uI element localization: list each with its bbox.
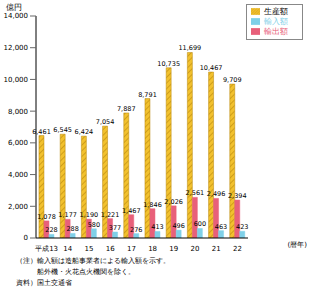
- html-text:資料）国土交通省: 資料）国土交通省: [16, 279, 72, 287]
- svg-text:22: 22: [233, 245, 242, 252]
- svg-text:4,000: 4,000: [8, 171, 28, 179]
- svg-text:19: 19: [169, 245, 178, 252]
- svg-text:20: 20: [191, 245, 200, 252]
- svg-text:6,000: 6,000: [8, 139, 28, 147]
- svg-text:21: 21: [212, 245, 221, 252]
- svg-text:276: 276: [130, 226, 142, 234]
- svg-text:10,735: 10,735: [157, 60, 180, 68]
- svg-text:1,190: 1,190: [80, 211, 99, 219]
- html-text:輸入額: 輸入額: [264, 17, 288, 26]
- svg-text:11,699: 11,699: [178, 44, 201, 52]
- svg-text:580: 580: [88, 221, 100, 229]
- svg-text:2,561: 2,561: [186, 189, 205, 197]
- svg-text:423: 423: [236, 223, 248, 231]
- html-text:億円: 億円: [6, 3, 22, 12]
- svg-text:17: 17: [127, 245, 136, 252]
- svg-text:2,496: 2,496: [207, 190, 226, 198]
- html-text:（注）輸入額は造船事業者による輸入額を示す。: （注）輸入額は造船事業者による輸入額を示す。: [16, 257, 170, 265]
- html-text:輸出額: 輸出額: [264, 27, 288, 36]
- svg-text:0: 0: [24, 234, 28, 242]
- svg-text:377: 377: [109, 224, 121, 232]
- svg-text:14: 14: [63, 245, 72, 252]
- svg-text:12,000: 12,000: [8, 44, 28, 52]
- html-text:(暦年): (暦年): [287, 241, 307, 249]
- svg-text:14,000: 14,000: [8, 12, 28, 20]
- svg-text:1,177: 1,177: [58, 211, 77, 219]
- html-text:船外機・火花点火機関を除く。: 船外機・火花点火機関を除く。: [16, 268, 135, 276]
- svg-text:1,467: 1,467: [122, 207, 141, 215]
- svg-text:10,467: 10,467: [200, 64, 223, 72]
- svg-text:15: 15: [85, 245, 94, 252]
- svg-text:16: 16: [106, 245, 115, 252]
- svg-text:463: 463: [215, 223, 227, 231]
- svg-text:6,424: 6,424: [75, 128, 94, 136]
- svg-text:228: 228: [45, 226, 57, 234]
- svg-text:1,846: 1,846: [143, 201, 162, 209]
- svg-text:1,221: 1,221: [101, 211, 120, 219]
- svg-text:8,000: 8,000: [8, 108, 28, 116]
- svg-text:1,078: 1,078: [37, 213, 56, 221]
- svg-text:2,026: 2,026: [164, 198, 183, 206]
- svg-text:600: 600: [194, 220, 206, 228]
- svg-text:6,461: 6,461: [32, 128, 51, 136]
- svg-text:496: 496: [172, 222, 184, 230]
- svg-text:10,000: 10,000: [8, 76, 28, 84]
- svg-text:413: 413: [151, 223, 163, 231]
- svg-text:8,791: 8,791: [138, 91, 157, 99]
- svg-text:288: 288: [66, 225, 78, 233]
- svg-text:6,545: 6,545: [53, 126, 72, 134]
- svg-text:18: 18: [148, 245, 157, 252]
- svg-text:9,709: 9,709: [223, 76, 242, 84]
- html-text:生産額: 生産額: [264, 7, 288, 16]
- svg-text:2,394: 2,394: [228, 192, 247, 200]
- svg-text:7,887: 7,887: [117, 105, 136, 113]
- svg-text:平成13: 平成13: [35, 245, 58, 252]
- svg-text:2,000: 2,000: [8, 203, 28, 211]
- svg-text:7,054: 7,054: [96, 118, 115, 126]
